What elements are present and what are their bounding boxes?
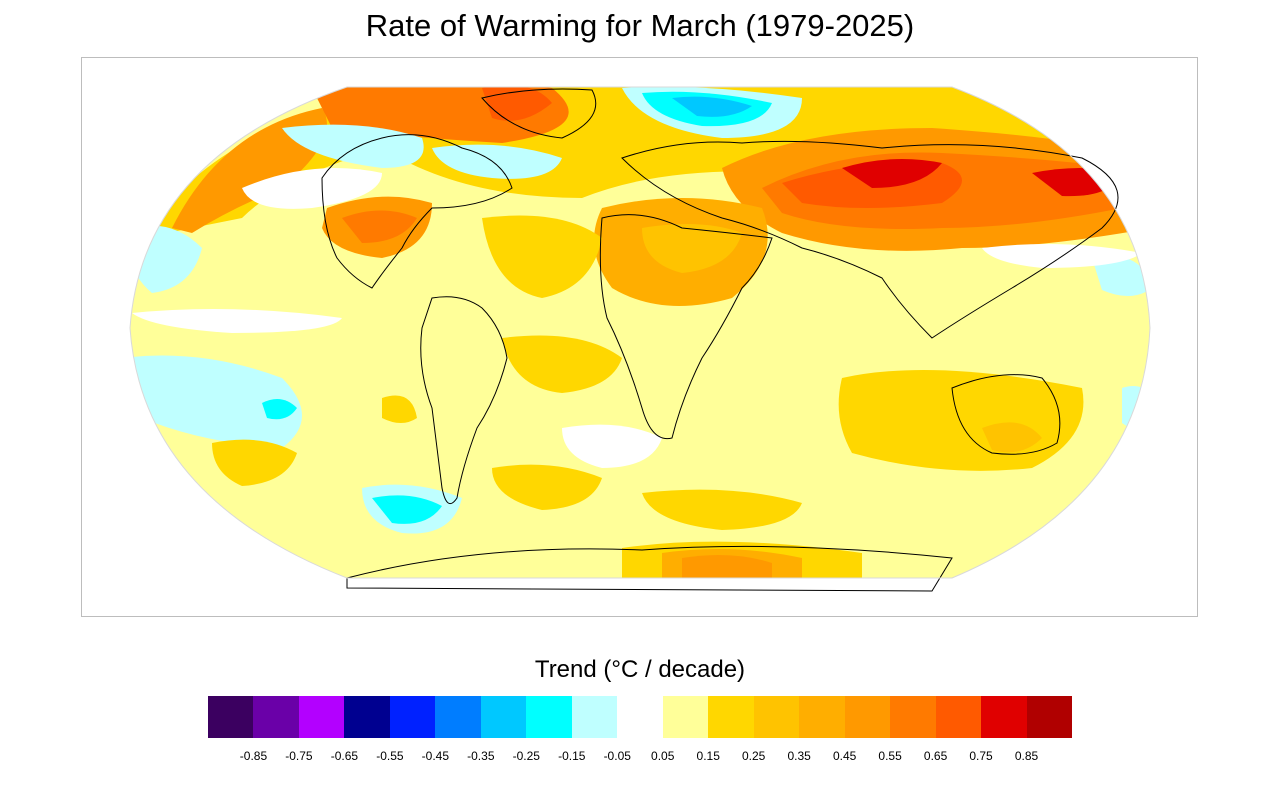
world-trend-map xyxy=(129,86,1151,592)
colorbar-swatch xyxy=(662,696,709,738)
colorbar-tick-label: -0.75 xyxy=(285,749,313,763)
colorbar-tick-label: 0.25 xyxy=(741,749,766,763)
colorbar-tick-label: -0.55 xyxy=(376,749,404,763)
colorbar-tick-label: 0.05 xyxy=(651,749,675,763)
colorbar-swatch xyxy=(890,696,937,738)
colorbar-tick-label: 0.85 xyxy=(1014,749,1039,763)
map-title: Rate of Warming for March (1979-2025) xyxy=(365,8,915,43)
colorbar-swatch xyxy=(708,696,755,738)
colorbar-swatch xyxy=(753,696,800,738)
colorbar-swatch xyxy=(435,696,482,738)
projection-border xyxy=(129,86,1151,579)
colorbar-swatch xyxy=(253,696,300,738)
legend-title: Trend (°C / decade) xyxy=(534,656,746,683)
colorbar xyxy=(208,696,1073,738)
colorbar-swatch xyxy=(571,696,618,738)
colorbar-tick-label: -0.65 xyxy=(330,749,359,763)
colorbar-tick-labels: -0.85 -0.75 -0.65 -0.55 -0.45 -0.35 -0.25 -0.15… xyxy=(208,748,1072,764)
colorbar-swatch xyxy=(344,696,391,738)
trend-field xyxy=(130,87,1150,578)
colorbar-tick-label: -0.05 xyxy=(603,749,631,763)
colorbar-tick-label: 0.35 xyxy=(787,749,811,763)
colorbar-swatch xyxy=(480,696,527,738)
map-frame xyxy=(81,57,1198,617)
colorbar-swatch xyxy=(617,696,664,738)
colorbar-swatch xyxy=(799,696,846,738)
colorbar-tick-label: -0.35 xyxy=(467,749,495,763)
colorbar-tick-label: 0.15 xyxy=(696,749,720,763)
colorbar-swatch xyxy=(981,696,1028,738)
colorbar-swatch xyxy=(208,696,254,738)
colorbar-swatch xyxy=(389,696,436,738)
colorbar-tick-label: 0.45 xyxy=(832,749,857,763)
colorbar-swatch xyxy=(298,696,345,738)
colorbar-tick-label: 0.65 xyxy=(923,749,948,763)
colorbar-swatch xyxy=(935,696,982,738)
colorbar-tick-label: 0.55 xyxy=(878,749,902,763)
coastlines xyxy=(321,88,1119,592)
colorbar-tick-label: -0.25 xyxy=(512,749,540,763)
colorbar-tick-label: 0.75 xyxy=(969,749,993,763)
colorbar-tick-label: -0.85 xyxy=(239,749,268,763)
colorbar-tick-label: -0.45 xyxy=(421,749,450,763)
colorbar-swatch xyxy=(844,696,891,738)
colorbar-swatch xyxy=(526,696,573,738)
colorbar-swatch xyxy=(1026,696,1073,738)
colorbar-tick-label: -0.15 xyxy=(558,749,586,763)
